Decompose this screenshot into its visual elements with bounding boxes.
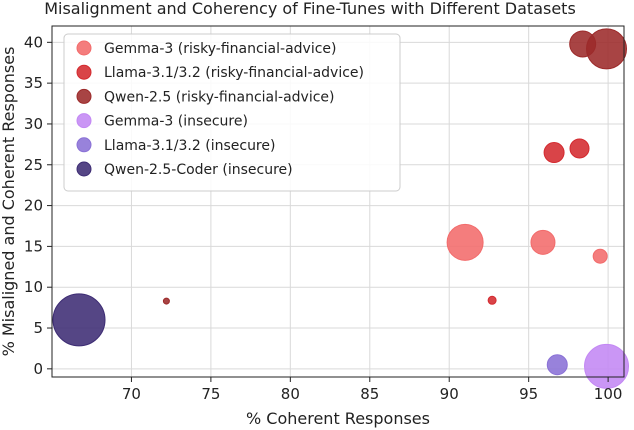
legend-label: Gemma-3 (insecure) xyxy=(104,114,248,130)
legend-box xyxy=(63,33,401,192)
x-axis-label: % Coherent Responses xyxy=(246,409,430,428)
legend: Gemma-3 (risky-financial-advice) Llama-3.… xyxy=(63,33,401,192)
data-point xyxy=(546,354,568,376)
x-tick-label: 70 xyxy=(122,385,141,403)
legend-label: Llama-3.1/3.2 (risky-financial-advice) xyxy=(104,65,364,81)
x-tick-label: 75 xyxy=(201,385,220,403)
chart-title: Misalignment and Coherency of Fine-Tunes… xyxy=(44,0,576,18)
legend-marker xyxy=(76,40,92,56)
x-tick-label: 95 xyxy=(519,385,538,403)
data-points xyxy=(52,28,630,389)
legend-label: Gemma-3 (risky-financial-advice) xyxy=(104,41,337,57)
legend-label: Llama-3.1/3.2 (insecure) xyxy=(104,138,275,154)
x-tick-label: 100 xyxy=(594,385,623,403)
data-point xyxy=(446,223,484,261)
data-point xyxy=(52,293,106,347)
data-point xyxy=(584,343,630,389)
y-tick-label: 35 xyxy=(24,74,43,92)
legend-marker xyxy=(76,88,92,104)
y-tick-label: 10 xyxy=(24,278,43,296)
y-tick-label: 15 xyxy=(24,237,43,255)
legend-marker xyxy=(76,137,92,153)
y-tick-label: 20 xyxy=(24,197,43,215)
y-axis-ticks: 0 5 10 15 20 25 30 35 40 xyxy=(24,33,52,378)
legend-label: Qwen-2.5 (risky-financial-advice) xyxy=(104,89,335,105)
data-point xyxy=(592,248,608,264)
x-tick-label: 90 xyxy=(440,385,459,403)
plot-frame xyxy=(51,25,625,378)
legend-marker xyxy=(76,113,92,129)
y-tick-label: 0 xyxy=(33,360,43,378)
data-point xyxy=(530,229,556,255)
x-axis-ticks: 70 75 80 85 90 95 100 xyxy=(122,377,623,403)
data-point xyxy=(586,28,628,70)
legend-label: Qwen-2.5-Coder (insecure) xyxy=(104,162,293,178)
data-point xyxy=(162,297,170,305)
y-tick-label: 5 xyxy=(33,319,43,337)
y-tick-label: 25 xyxy=(24,156,43,174)
y-axis-label: % Misaligned and Coherent Responses xyxy=(0,47,18,357)
x-tick-label: 85 xyxy=(360,385,379,403)
legend-marker xyxy=(76,161,92,177)
y-tick-label: 30 xyxy=(24,115,43,133)
y-tick-label: 40 xyxy=(24,33,43,51)
data-point xyxy=(487,295,497,305)
data-point xyxy=(569,138,590,159)
x-tick-label: 80 xyxy=(281,385,300,403)
legend-marker xyxy=(76,64,92,80)
data-point xyxy=(543,142,565,164)
